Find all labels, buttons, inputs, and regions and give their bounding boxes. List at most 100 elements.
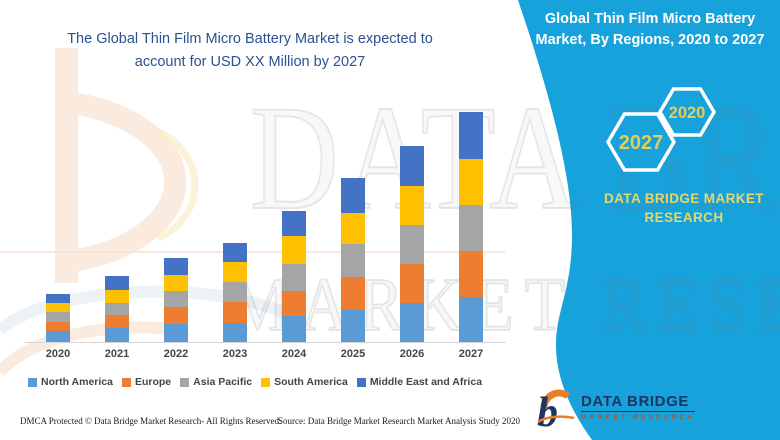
legend-label: Asia Pacific bbox=[193, 376, 253, 388]
company-logo: b DATA BRIDGE MARKET RESEARCH bbox=[536, 384, 696, 434]
plot-area bbox=[0, 112, 520, 342]
x-axis-labels: 2020 2021 2022 2023 2024 2025 2026 2027 bbox=[0, 348, 520, 362]
legend-item: Middle East and Africa bbox=[356, 376, 483, 388]
bar-2023 bbox=[223, 243, 247, 342]
legend-label: Middle East and Africa bbox=[369, 376, 483, 388]
bar-segment bbox=[105, 315, 129, 328]
bar-segment bbox=[223, 262, 247, 282]
company-logo-subtitle: MARKET RESEARCH bbox=[581, 414, 696, 421]
bar-segment bbox=[46, 312, 70, 322]
legend-swatch bbox=[261, 377, 271, 387]
bar-segment bbox=[164, 324, 188, 342]
main-title: The Global Thin Film Micro Battery Marke… bbox=[15, 28, 485, 74]
legend-label: North America bbox=[41, 376, 113, 388]
x-axis-line bbox=[24, 342, 506, 343]
bar-segment bbox=[400, 146, 424, 186]
bar-segment bbox=[46, 303, 70, 312]
main-title-line2: account for USD XX Million by 2027 bbox=[134, 54, 366, 70]
bar-segment bbox=[164, 258, 188, 275]
watermark-b-bowl bbox=[64, 91, 187, 273]
bar-segment bbox=[341, 178, 365, 213]
footer-source-text: Source: Data Bridge Market Research Mark… bbox=[278, 416, 520, 426]
watermark-swoosh-arc bbox=[0, 321, 181, 376]
bar-segment bbox=[223, 243, 247, 262]
bar-segment bbox=[282, 291, 306, 316]
legend-label: South America bbox=[274, 376, 348, 388]
bar-segment bbox=[105, 276, 129, 290]
bar-segment bbox=[282, 316, 306, 342]
legend-swatch bbox=[180, 377, 190, 387]
bar-segment bbox=[46, 294, 70, 303]
bar-segment bbox=[400, 186, 424, 225]
brand-text: DATA BRIDGE MARKET RESEARCH bbox=[584, 189, 780, 227]
bar-2022 bbox=[164, 258, 188, 342]
brand-text-line1: DATA BRIDGE MARKET bbox=[604, 191, 764, 206]
legend-swatch bbox=[121, 377, 131, 387]
bar-segment bbox=[164, 275, 188, 291]
bar-segment bbox=[105, 303, 129, 315]
legend-item: Asia Pacific bbox=[180, 376, 252, 388]
bar-segment bbox=[459, 251, 483, 297]
logo-underline-swoosh bbox=[537, 415, 575, 424]
watermark-b-highlight bbox=[156, 128, 199, 242]
legend-label: Europe bbox=[134, 376, 172, 388]
bar-2021 bbox=[105, 276, 129, 342]
logo-b-glyph: b bbox=[537, 390, 558, 434]
side-panel-title: Global Thin Film Micro Battery Market, B… bbox=[524, 9, 776, 51]
bar-segment bbox=[341, 277, 365, 310]
bar-segment bbox=[341, 244, 365, 277]
bar-segment bbox=[46, 322, 70, 331]
bar-segment bbox=[164, 307, 188, 324]
company-logo-name: DATA BRIDGE bbox=[581, 393, 696, 412]
main-title-line1: The Global Thin Film Micro Battery Marke… bbox=[67, 31, 433, 47]
watermark-ellipse-arc bbox=[0, 285, 303, 335]
brand-text-line2: RESEARCH bbox=[644, 210, 724, 225]
bar-segment bbox=[400, 303, 424, 342]
watermark-horizontal-line bbox=[0, 251, 505, 253]
bar-segment bbox=[223, 282, 247, 302]
x-axis-label: 2021 bbox=[104, 348, 130, 360]
x-axis-label: 2025 bbox=[340, 348, 366, 360]
bar-segment bbox=[459, 205, 483, 251]
x-axis-label: 2024 bbox=[281, 348, 307, 360]
x-axis-label: 2020 bbox=[45, 348, 71, 360]
footer-dmca-text: DMCA Protected © Data Bridge Market Rese… bbox=[20, 416, 282, 426]
bar-segment bbox=[282, 211, 306, 236]
legend-item: Europe bbox=[121, 376, 172, 388]
legend-item: North America bbox=[28, 376, 113, 388]
bar-2020 bbox=[46, 294, 70, 342]
company-logo-icon: b bbox=[537, 389, 575, 434]
chart-legend: North America Europe Asia Pacific South Ame… bbox=[28, 376, 482, 388]
bar-segment bbox=[105, 290, 129, 303]
bar-segment bbox=[400, 264, 424, 303]
x-axis-label: 2022 bbox=[163, 348, 189, 360]
x-axis-label: 2027 bbox=[458, 348, 484, 360]
bar-segment bbox=[164, 291, 188, 307]
side-panel-title-line1: Global Thin Film Micro Battery bbox=[544, 11, 756, 27]
x-axis-label: 2023 bbox=[222, 348, 248, 360]
logo-orange-swoosh bbox=[540, 389, 571, 409]
bar-2024 bbox=[282, 211, 306, 342]
side-panel-title-line2: Market, By Regions, 2020 to 2027 bbox=[535, 32, 765, 48]
bar-segment bbox=[341, 310, 365, 342]
x-axis-label: 2026 bbox=[399, 348, 425, 360]
bar-2026 bbox=[400, 146, 424, 342]
legend-swatch bbox=[28, 377, 37, 387]
legend-item: South America bbox=[261, 376, 348, 388]
bar-segment bbox=[105, 328, 129, 342]
bar-segment bbox=[459, 159, 483, 205]
bar-segment bbox=[223, 323, 247, 342]
bar-segment bbox=[400, 225, 424, 264]
bar-2025 bbox=[341, 178, 365, 342]
bar-segment bbox=[459, 112, 483, 159]
bar-2027 bbox=[459, 112, 483, 342]
bar-segment bbox=[46, 331, 70, 342]
bar-segment bbox=[282, 236, 306, 264]
legend-swatch bbox=[356, 377, 366, 387]
bar-segment bbox=[341, 213, 365, 244]
bar-segment bbox=[223, 302, 247, 323]
bar-segment bbox=[459, 297, 483, 342]
bar-segment bbox=[282, 264, 306, 291]
